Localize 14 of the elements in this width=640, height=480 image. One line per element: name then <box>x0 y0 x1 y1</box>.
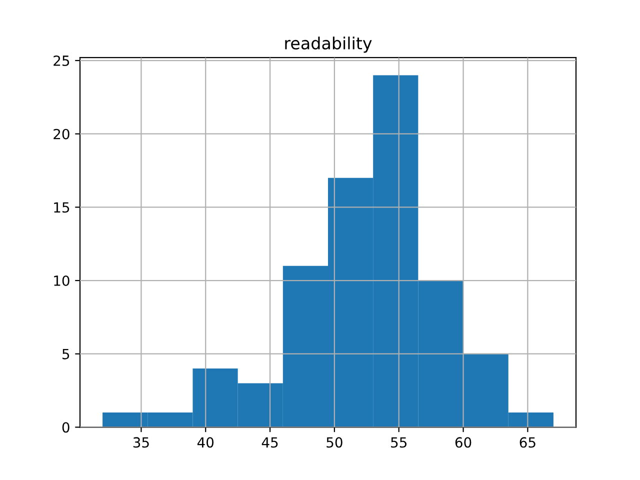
y-tick-label: 10 <box>54 276 70 286</box>
x-tick-label: 65 <box>520 437 536 448</box>
y-tick-label: 5 <box>62 349 70 360</box>
y-tick-label: 25 <box>54 56 70 66</box>
x-tick-label: 55 <box>391 437 406 448</box>
x-tick-label: 40 <box>197 437 214 448</box>
x-tick-label: 60 <box>455 437 472 448</box>
x-tick-label: 35 <box>133 437 149 448</box>
x-tick-label: 50 <box>326 437 342 448</box>
y-tick-label: 0 <box>62 422 70 433</box>
y-tick-label: 20 <box>54 128 70 140</box>
y-tick-label: 15 <box>54 202 70 213</box>
x-tick-label: 45 <box>262 437 278 448</box>
chart-title: readability <box>285 36 372 53</box>
